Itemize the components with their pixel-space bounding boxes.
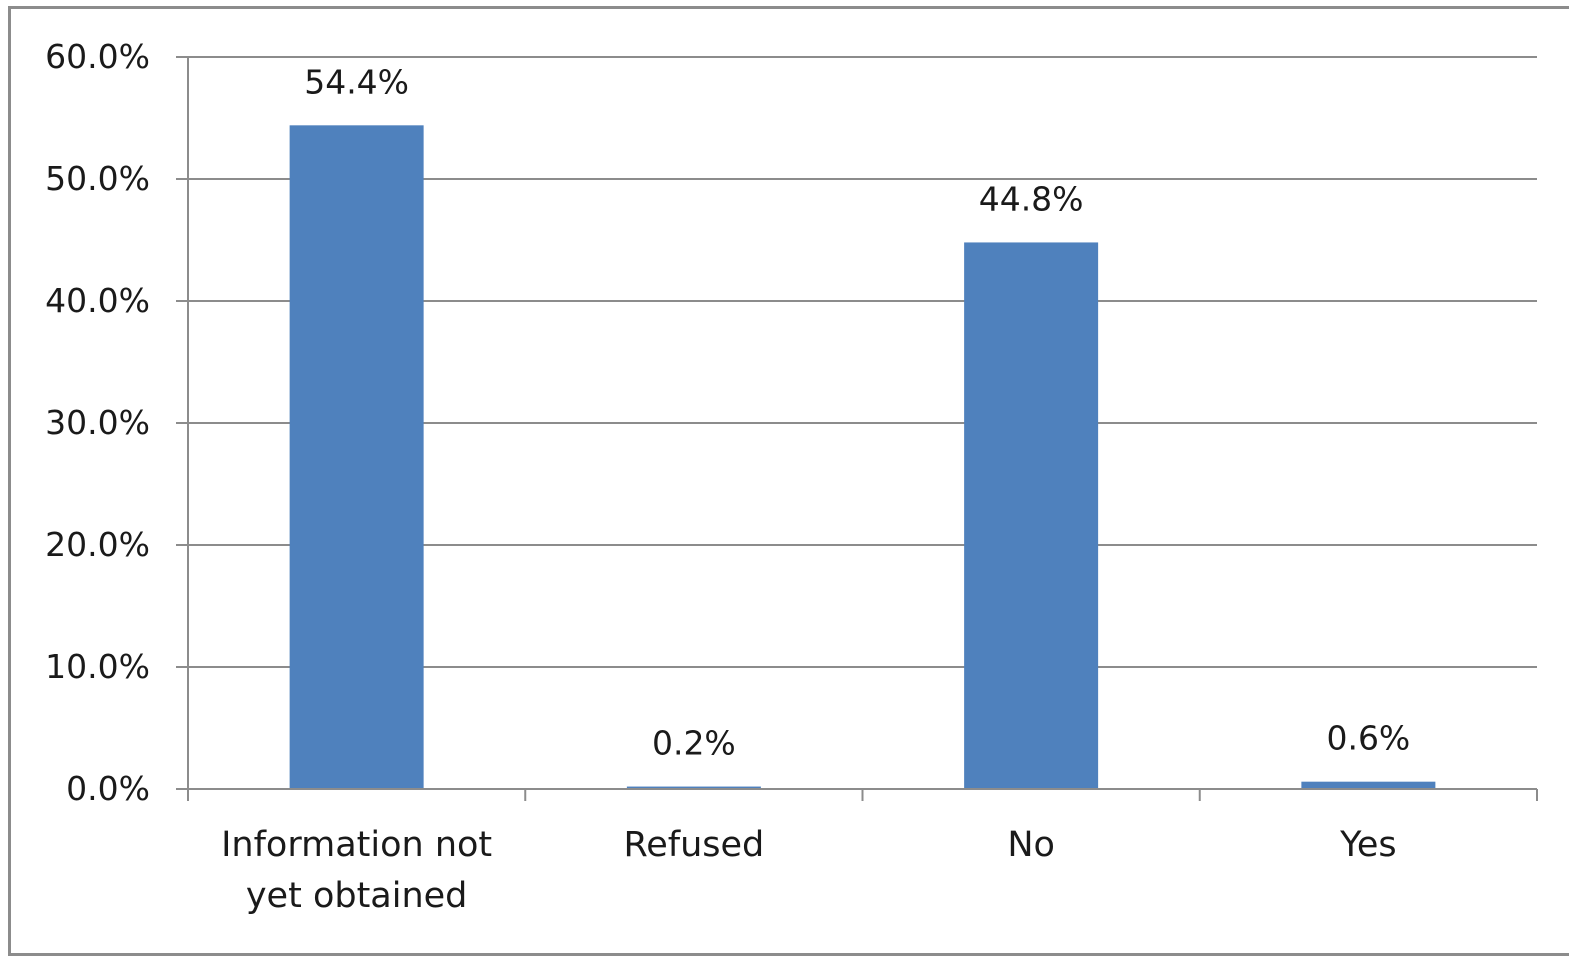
bar [964, 242, 1099, 789]
data-label: 44.8% [979, 179, 1084, 218]
bars [289, 125, 1436, 789]
x-tick-label: Yes [1339, 825, 1397, 865]
y-tick-label: 50.0% [45, 159, 150, 198]
x-tick-label: yet obtained [246, 876, 468, 916]
bar [626, 786, 761, 789]
bar [1301, 781, 1436, 789]
data-label: 0.2% [652, 724, 736, 763]
y-tick-label: 60.0% [45, 37, 150, 76]
x-tick-label: Refused [623, 825, 764, 865]
chart-frame [8, 6, 1569, 956]
axes [176, 56, 1538, 801]
y-tick-label: 10.0% [45, 647, 150, 686]
y-tick-label: 0.0% [66, 769, 150, 808]
y-tick-label: 30.0% [45, 403, 150, 442]
labels: 0.0% 10.0% 20.0% 30.0% 40.0% 50.0% 60.0% 54.4% I… [45, 37, 1410, 916]
bar [289, 125, 424, 789]
y-tick-label: 20.0% [45, 525, 150, 564]
y-tick-label: 40.0% [45, 281, 150, 320]
x-tick-label: No [1007, 825, 1055, 865]
data-label: 0.6% [1326, 719, 1410, 758]
data-label: 54.4% [304, 62, 409, 101]
x-tick-label: Information not [221, 825, 492, 865]
